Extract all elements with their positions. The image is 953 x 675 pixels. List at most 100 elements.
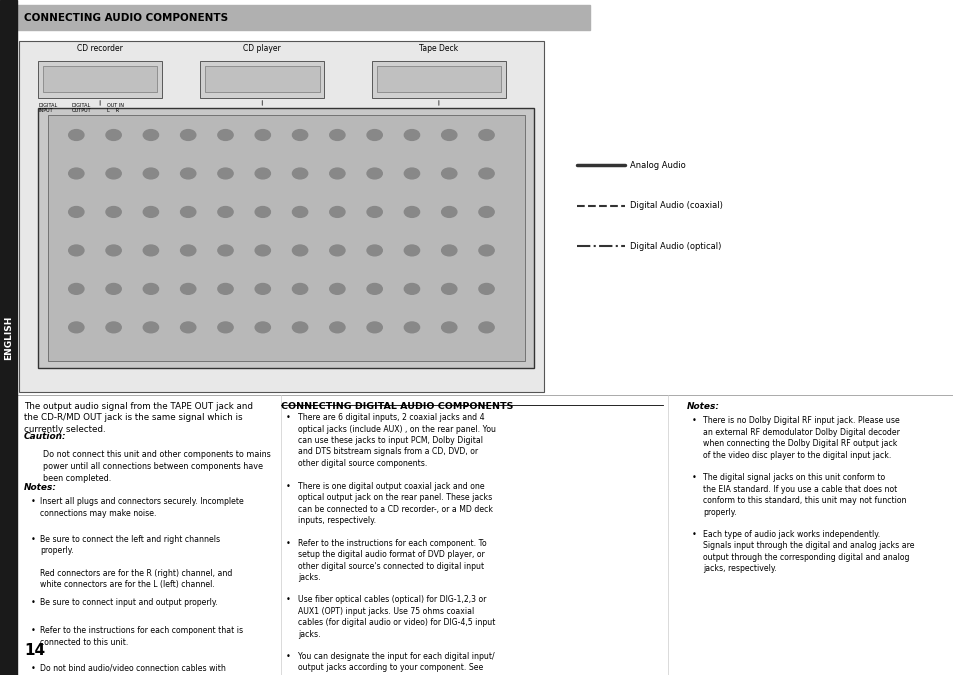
Circle shape xyxy=(180,245,195,256)
Circle shape xyxy=(293,130,308,140)
Text: Do not bind audio/video connection cables with
power cords and speaker cables th: Do not bind audio/video connection cable… xyxy=(40,664,233,675)
Circle shape xyxy=(330,207,345,217)
Text: Insert all plugs and connectors securely. Incomplete
connections may make noise.: Insert all plugs and connectors securely… xyxy=(40,497,244,518)
Circle shape xyxy=(106,130,121,140)
Text: •: • xyxy=(286,652,291,661)
Circle shape xyxy=(143,245,158,256)
Circle shape xyxy=(217,130,233,140)
Circle shape xyxy=(367,130,382,140)
Circle shape xyxy=(254,207,270,217)
Circle shape xyxy=(330,168,345,179)
Circle shape xyxy=(69,168,84,179)
Circle shape xyxy=(367,284,382,294)
Text: •: • xyxy=(286,413,291,422)
Text: There are 6 digital inputs, 2 coaxial jacks and 4
optical jacks (include AUX) , : There are 6 digital inputs, 2 coaxial ja… xyxy=(297,413,496,468)
Circle shape xyxy=(478,168,494,179)
Text: •: • xyxy=(691,416,696,425)
Text: •: • xyxy=(286,482,291,491)
Bar xyxy=(17,5,589,30)
Circle shape xyxy=(441,207,456,217)
Text: Notes:: Notes: xyxy=(24,483,57,491)
Text: The digital signal jacks on this unit conform to
the EIA standard. If you use a : The digital signal jacks on this unit co… xyxy=(702,473,905,516)
Text: CD player: CD player xyxy=(243,44,281,53)
Bar xyxy=(38,108,534,368)
Text: There is no Dolby Digital RF input jack. Please use
an external RF demodulator D: There is no Dolby Digital RF input jack.… xyxy=(702,416,899,460)
Text: •: • xyxy=(691,530,696,539)
Circle shape xyxy=(478,322,494,333)
Circle shape xyxy=(217,245,233,256)
Bar xyxy=(38,61,162,98)
Circle shape xyxy=(180,207,195,217)
Text: •: • xyxy=(30,598,35,607)
Bar xyxy=(200,61,324,98)
Text: •: • xyxy=(286,539,291,547)
Circle shape xyxy=(441,168,456,179)
Circle shape xyxy=(69,130,84,140)
Circle shape xyxy=(69,207,84,217)
Circle shape xyxy=(293,168,308,179)
Circle shape xyxy=(404,322,419,333)
Circle shape xyxy=(143,168,158,179)
Text: Refer to the instructions for each component that is
connected to this unit.: Refer to the instructions for each compo… xyxy=(40,626,243,647)
Circle shape xyxy=(106,207,121,217)
Text: CONNECTING DIGITAL AUDIO COMPONENTS: CONNECTING DIGITAL AUDIO COMPONENTS xyxy=(281,402,514,410)
Circle shape xyxy=(330,284,345,294)
Circle shape xyxy=(330,245,345,256)
Circle shape xyxy=(254,168,270,179)
Circle shape xyxy=(330,322,345,333)
Circle shape xyxy=(143,322,158,333)
Circle shape xyxy=(441,284,456,294)
Text: Refer to the instructions for each component. To
setup the digital audio format : Refer to the instructions for each compo… xyxy=(297,539,486,582)
Circle shape xyxy=(404,245,419,256)
Circle shape xyxy=(180,284,195,294)
Circle shape xyxy=(143,130,158,140)
Circle shape xyxy=(367,245,382,256)
Text: Analog Audio: Analog Audio xyxy=(629,161,684,170)
Circle shape xyxy=(478,130,494,140)
Circle shape xyxy=(441,322,456,333)
Text: ENGLISH: ENGLISH xyxy=(4,315,13,360)
Circle shape xyxy=(180,130,195,140)
Text: •: • xyxy=(30,535,35,543)
Circle shape xyxy=(180,168,195,179)
Text: •: • xyxy=(286,595,291,604)
Bar xyxy=(376,66,500,92)
Circle shape xyxy=(217,284,233,294)
Text: CD recorder: CD recorder xyxy=(77,44,123,53)
Text: CONNECTING AUDIO COMPONENTS: CONNECTING AUDIO COMPONENTS xyxy=(24,13,228,22)
Bar xyxy=(19,40,543,392)
Circle shape xyxy=(404,284,419,294)
Text: Be sure to connect input and output properly.: Be sure to connect input and output prop… xyxy=(40,598,217,607)
Circle shape xyxy=(217,168,233,179)
Circle shape xyxy=(293,284,308,294)
Text: You can designate the input for each digital input/
output jacks according to yo: You can designate the input for each dig… xyxy=(297,652,494,675)
Bar xyxy=(48,115,524,361)
Circle shape xyxy=(217,322,233,333)
Text: Each type of audio jack works independently.
Signals input through the digital a: Each type of audio jack works independen… xyxy=(702,530,914,573)
Text: DIGITAL
INPUT: DIGITAL INPUT xyxy=(38,103,57,113)
Text: The output audio signal from the TAPE OUT jack and
the CD-R/MD OUT jack is the s: The output audio signal from the TAPE OU… xyxy=(24,402,253,434)
Circle shape xyxy=(69,322,84,333)
Text: Use fiber optical cables (optical) for DIG-1,2,3 or
AUX1 (OPT) input jacks. Use : Use fiber optical cables (optical) for D… xyxy=(297,595,495,639)
Circle shape xyxy=(254,284,270,294)
Circle shape xyxy=(106,284,121,294)
Circle shape xyxy=(106,168,121,179)
Circle shape xyxy=(478,284,494,294)
Circle shape xyxy=(293,207,308,217)
Text: Tape Deck: Tape Deck xyxy=(418,44,458,53)
Text: 14: 14 xyxy=(24,643,45,658)
Text: Notes:: Notes: xyxy=(686,402,720,410)
Circle shape xyxy=(441,245,456,256)
Text: •: • xyxy=(30,497,35,506)
Circle shape xyxy=(478,245,494,256)
Text: •: • xyxy=(691,473,696,482)
Text: Caution:: Caution: xyxy=(24,432,67,441)
Text: There is one digital output coaxial jack and one
optical output jack on the rear: There is one digital output coaxial jack… xyxy=(297,482,492,525)
Circle shape xyxy=(330,130,345,140)
Circle shape xyxy=(254,130,270,140)
Circle shape xyxy=(69,284,84,294)
Circle shape xyxy=(254,245,270,256)
Circle shape xyxy=(293,322,308,333)
Circle shape xyxy=(143,284,158,294)
Text: Digital Audio (coaxial): Digital Audio (coaxial) xyxy=(629,201,721,211)
